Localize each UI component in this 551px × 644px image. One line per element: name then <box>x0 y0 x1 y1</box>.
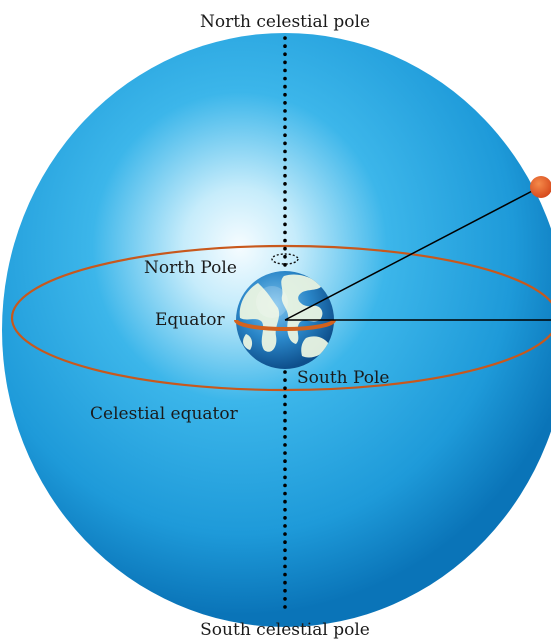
north-pole-label: North Pole <box>144 258 237 278</box>
celestial-equator-label: Celestial equator <box>90 404 238 424</box>
north-celestial-pole-label: North celestial pole <box>199 12 371 32</box>
line-to-star <box>284 187 539 321</box>
equator-label: Equator <box>155 310 225 330</box>
earth-equator-arc <box>234 319 336 331</box>
earth-globe <box>236 271 334 369</box>
rotation-indicator <box>271 253 299 265</box>
south-celestial-pole-label: South celestial pole <box>200 620 370 640</box>
star-marker <box>530 176 551 198</box>
south-pole-label: South Pole <box>297 368 390 388</box>
celestial-equator-ring-back <box>10 244 551 319</box>
